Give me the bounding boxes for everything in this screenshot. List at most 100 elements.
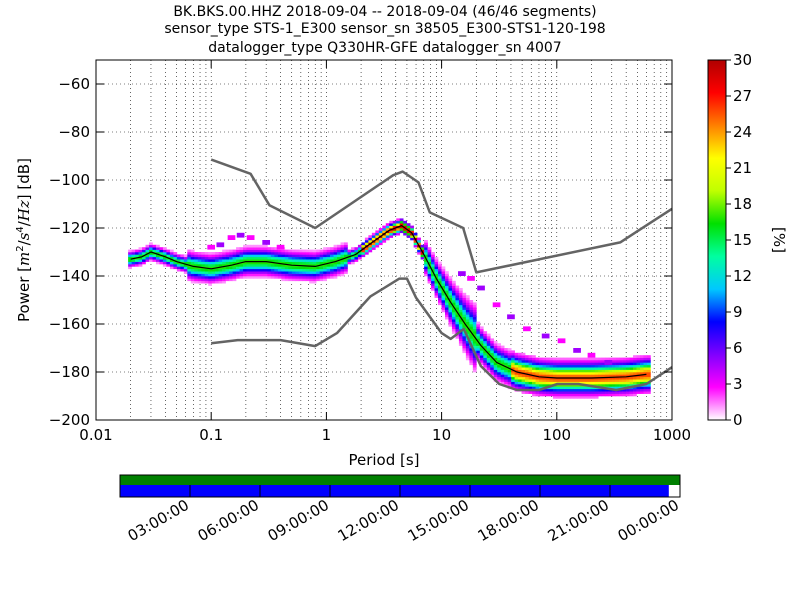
psd-cell [514, 355, 519, 358]
psd-cell [225, 271, 230, 274]
psd-cell [570, 393, 575, 397]
psd-cell [573, 393, 578, 397]
psd-cell [451, 316, 456, 320]
psd-cell [218, 252, 223, 255]
psd-cell [319, 261, 324, 265]
psd-cell [274, 273, 279, 277]
psd-cell [249, 247, 254, 250]
psd-cell [559, 367, 564, 370]
psd-cell [556, 379, 561, 382]
psd-cell [444, 297, 449, 301]
psd-cell [619, 372, 623, 375]
psd-cell [556, 367, 561, 370]
psd-cell [451, 283, 456, 286]
psd-cell [427, 259, 432, 262]
psd-cell [539, 374, 543, 378]
psd-cell [493, 364, 498, 368]
psd-cell [260, 244, 265, 248]
psd-cell [514, 384, 519, 387]
psd-cell [640, 362, 644, 366]
psd-cell [545, 362, 550, 366]
psd-cell [333, 261, 338, 265]
psd-cell [312, 266, 317, 270]
psd-cell [570, 364, 575, 368]
psd-cell [497, 343, 502, 346]
psd-cell [249, 264, 254, 267]
psd-cell [399, 230, 404, 234]
psd-cell [458, 338, 463, 342]
x-tick-label: 1 [322, 426, 332, 444]
psd-cell [138, 259, 143, 262]
psd-outlier-cell [207, 244, 216, 250]
psd-cell [225, 261, 230, 265]
psd-cell [521, 360, 526, 363]
psd-cell [340, 264, 345, 267]
psd-cell [427, 280, 432, 284]
psd-cell [309, 261, 313, 265]
psd-cell [598, 369, 602, 373]
mode-curve-line [130, 225, 647, 379]
psd-cell [598, 372, 602, 375]
psd-cell [455, 321, 460, 325]
psd-cell [598, 362, 602, 366]
psd-cell [626, 379, 630, 382]
psd-cell [337, 256, 341, 260]
psd-cell [490, 369, 495, 373]
psd-cell [528, 367, 533, 370]
colorbar-gradient [707, 59, 727, 421]
psd-cell [284, 266, 289, 270]
psd-cell [556, 388, 561, 392]
psd-cell [619, 381, 623, 385]
psd-cell [559, 360, 564, 363]
psd-cell [563, 386, 568, 390]
psd-cell [507, 379, 512, 382]
psd-cell [465, 304, 470, 308]
psd-cell [152, 247, 157, 250]
psd-cell [493, 367, 498, 370]
psd-cell [253, 256, 258, 260]
psd-cell [458, 312, 463, 315]
psd-cell [535, 369, 540, 373]
psd-cell [396, 232, 401, 236]
psd-cell [253, 259, 258, 262]
psd-cell [253, 254, 258, 258]
psd-cell [594, 379, 599, 382]
psd-cell [462, 307, 467, 310]
psd-cell [507, 372, 512, 375]
psd-cell [236, 261, 240, 265]
psd-cell [552, 391, 557, 394]
psd-cell [469, 312, 474, 315]
psd-cell [608, 376, 613, 380]
psd-cell [256, 276, 261, 279]
psd-cell [472, 369, 477, 373]
psd-cell [215, 273, 219, 277]
y-tick-label: −200 [49, 411, 90, 429]
psd-cell [528, 376, 533, 380]
psd-cell [605, 364, 609, 368]
psd-cell [580, 379, 585, 382]
psd-cell [256, 244, 261, 248]
psd-cell [330, 259, 334, 262]
psd-cell [149, 252, 153, 255]
psd-cell [128, 256, 132, 260]
psd-cell [643, 360, 648, 363]
psd-cell [274, 268, 279, 272]
psd-cell [525, 381, 529, 385]
psd-cell [490, 362, 495, 366]
psd-cell [375, 230, 380, 234]
psd-cell [187, 276, 192, 279]
psd-cell [155, 247, 160, 250]
psd-cell [434, 259, 439, 262]
psd-cell [472, 367, 477, 370]
psd-cell [615, 379, 620, 382]
psd-cell [330, 256, 334, 260]
psd-cell [646, 360, 651, 363]
psd-cell [500, 367, 505, 370]
psd-cell [260, 271, 265, 274]
psd-cell [500, 374, 505, 378]
psd-cell [243, 264, 247, 267]
psd-cell [344, 252, 348, 255]
psd-cell [277, 249, 282, 253]
psd-cell [309, 256, 313, 260]
psd-cell [486, 350, 491, 354]
